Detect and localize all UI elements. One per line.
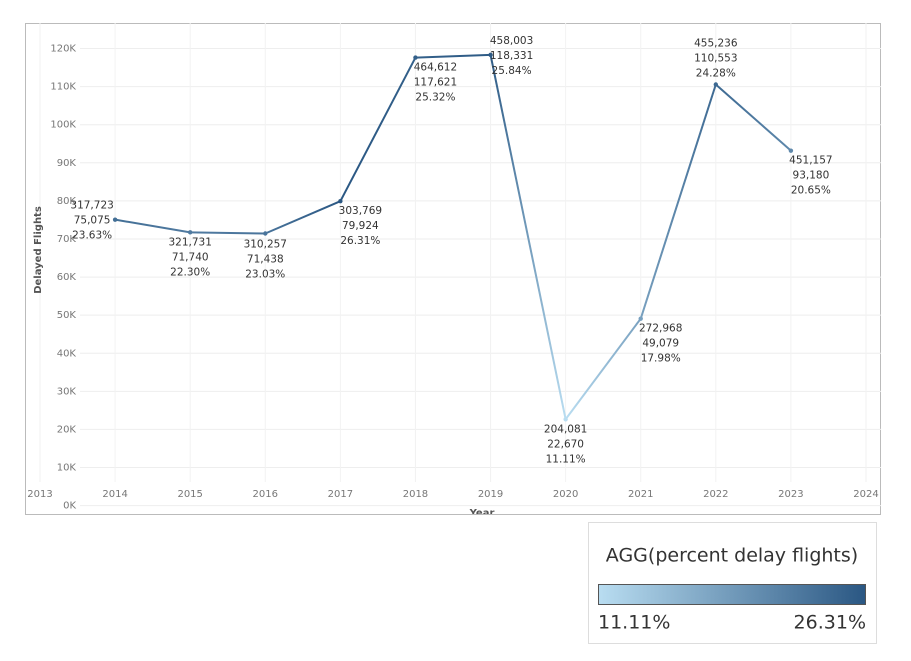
y-tick-label: 40K xyxy=(57,348,77,359)
point xyxy=(638,316,643,321)
point xyxy=(713,82,719,87)
legend-min-label: 11.11% xyxy=(598,612,670,634)
line-segment xyxy=(114,218,191,234)
x-tick-label: 2017 xyxy=(328,489,353,500)
y-tick-label: 120K xyxy=(50,44,76,55)
data-label: 79,924 xyxy=(342,220,379,232)
y-tick-label: 110K xyxy=(50,82,76,93)
data-label: 451,157 xyxy=(789,155,832,167)
point xyxy=(488,52,493,58)
data-label: 17.98% xyxy=(641,353,681,365)
point xyxy=(112,217,118,222)
y-tick-label: 50K xyxy=(57,310,77,321)
data-label: 458,003 xyxy=(490,35,533,47)
data-label: 303,769 xyxy=(339,205,382,217)
point xyxy=(263,231,268,236)
data-label: 93,180 xyxy=(793,170,830,182)
data-label: 455,236 xyxy=(694,38,738,50)
y-tick-label: 30K xyxy=(57,386,77,397)
x-tick-label: 2024 xyxy=(853,489,878,500)
x-tick-label: 2023 xyxy=(778,489,803,500)
plot-pane: 0K 10K 20K 30K 40K 50K 60K 70K 80K 90K 100K 110K 120… xyxy=(27,23,881,519)
legend-max-label: 26.31% xyxy=(794,612,866,634)
legend-color-bar xyxy=(598,584,866,605)
point xyxy=(413,55,418,60)
line-segment xyxy=(190,231,266,235)
data-label: 71,740 xyxy=(172,251,209,263)
line-segment xyxy=(264,200,341,235)
data-label: 23.63% xyxy=(72,230,112,242)
line-segment xyxy=(415,53,491,59)
data-label: 118,331 xyxy=(490,50,533,62)
x-tick-label: 2018 xyxy=(403,489,428,500)
line-segment xyxy=(564,318,642,420)
data-label: 117,621 xyxy=(414,77,457,89)
y-tick-label: 100K xyxy=(50,120,76,131)
y-tick-label: 90K xyxy=(57,158,77,169)
data-label: 25.32% xyxy=(415,92,455,104)
x-tick-label: 2014 xyxy=(102,489,127,500)
y-tick-label: 0K xyxy=(63,501,76,512)
data-label: 22.30% xyxy=(170,266,210,278)
line-segment xyxy=(715,83,792,152)
x-tick-label: 2020 xyxy=(553,489,578,500)
x-tick-label: 2021 xyxy=(628,489,653,500)
point xyxy=(563,417,568,422)
data-label: 310,257 xyxy=(244,239,287,251)
data-label: 25.84% xyxy=(492,65,532,77)
x-tick-label: 2013 xyxy=(27,489,52,500)
legend-box xyxy=(588,522,877,644)
data-label: 464,612 xyxy=(414,62,457,74)
data-label: 23.03% xyxy=(245,269,285,281)
x-tick-label: 2015 xyxy=(177,489,202,500)
data-label: 22,670 xyxy=(547,438,584,450)
data-label: 11.11% xyxy=(546,453,586,465)
x-tick-label: 2019 xyxy=(478,489,503,500)
y-tick-label: 70K xyxy=(57,234,77,245)
x-axis-label: Year xyxy=(469,508,495,519)
legend-title: AGG(percent delay flights) xyxy=(606,545,858,567)
data-label: 75,075 xyxy=(74,215,111,227)
data-label: 317,723 xyxy=(70,200,113,212)
data-label: 272,968 xyxy=(639,323,682,335)
point xyxy=(187,230,193,235)
x-tick-label: 2016 xyxy=(253,489,278,500)
data-label: 321,731 xyxy=(168,236,211,248)
color-legend: AGG(percent delay flights) 11.11% 26.31% xyxy=(588,522,877,644)
y-tick-label: 10K xyxy=(57,463,77,474)
pane-border xyxy=(25,23,881,515)
line-segment xyxy=(339,57,417,202)
y-tick-label: 80K xyxy=(57,196,77,207)
y-axis-label: Delayed Flights xyxy=(33,206,44,294)
line-segment xyxy=(489,54,567,420)
point xyxy=(788,148,794,153)
data-label: 26.31% xyxy=(340,235,380,247)
line-segment xyxy=(639,84,717,319)
data-label: 49,079 xyxy=(642,338,679,350)
data-label: 71,438 xyxy=(247,254,284,266)
data-label: 24.28% xyxy=(696,68,736,80)
y-tick-label: 60K xyxy=(57,272,77,283)
data-label: 204,081 xyxy=(544,423,587,435)
point xyxy=(338,198,343,204)
x-tick-label: 2022 xyxy=(703,489,728,500)
data-label: 20.65% xyxy=(791,185,831,197)
data-label: 110,553 xyxy=(694,53,737,65)
y-tick-label: 20K xyxy=(57,424,77,435)
